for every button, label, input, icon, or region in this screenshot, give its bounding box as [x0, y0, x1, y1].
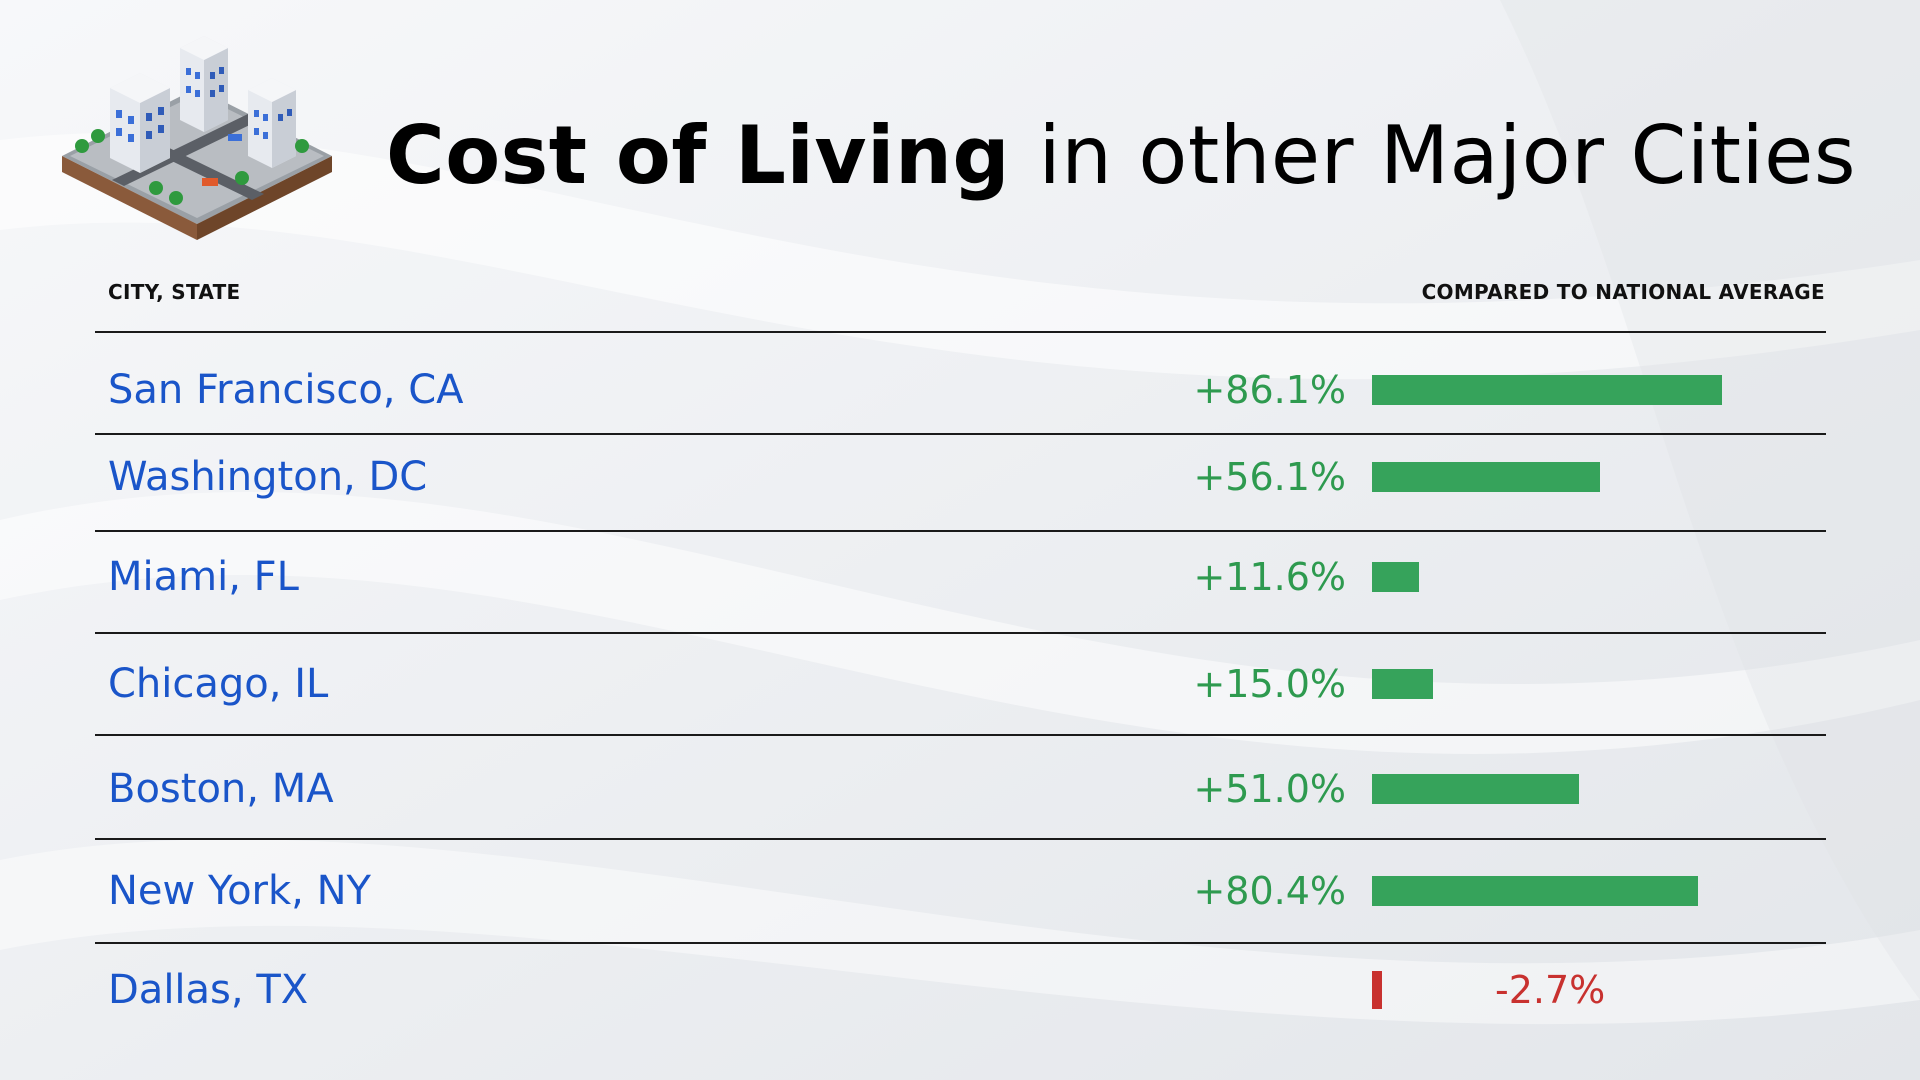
- city-label: Washington, DC: [108, 454, 428, 500]
- row-divider: [95, 433, 1826, 435]
- value-label: -2.7%: [1495, 968, 1606, 1012]
- value-label: +51.0%: [1193, 767, 1346, 811]
- value-label: +86.1%: [1193, 368, 1346, 412]
- city-label: Dallas, TX: [108, 967, 309, 1013]
- row-divider: [95, 942, 1826, 944]
- value-label: +56.1%: [1193, 455, 1346, 499]
- city-label: Boston, MA: [108, 766, 334, 812]
- city-label: Chicago, IL: [108, 661, 329, 707]
- city-label: San Francisco, CA: [108, 367, 464, 413]
- row-divider: [95, 734, 1826, 736]
- row-divider: [95, 632, 1826, 634]
- row-divider: [95, 331, 1826, 333]
- value-bar: [1372, 774, 1580, 804]
- value-bar: [1372, 971, 1382, 1009]
- row-divider: [95, 838, 1826, 840]
- isometric-city-icon: [62, 36, 332, 240]
- value-label: +80.4%: [1193, 869, 1346, 913]
- value-bar: [1372, 669, 1433, 699]
- title-bold: Cost of Living: [386, 109, 1011, 202]
- value-bar: [1372, 375, 1722, 405]
- value-label: +11.6%: [1193, 555, 1346, 599]
- chart-title: Cost of Living in other Major Cities: [386, 108, 1856, 204]
- value-bar: [1372, 876, 1699, 906]
- city-label: Miami, FL: [108, 554, 299, 600]
- column-header-compared: COMPARED TO NATIONAL AVERAGE: [1421, 280, 1825, 304]
- title-rest: in other Major Cities: [1038, 109, 1857, 202]
- value-label: +15.0%: [1193, 662, 1346, 706]
- city-label: New York, NY: [108, 868, 371, 914]
- row-divider: [95, 530, 1826, 532]
- column-header-city: CITY, STATE: [108, 280, 241, 304]
- value-bar: [1372, 562, 1420, 592]
- value-bar: [1372, 462, 1600, 492]
